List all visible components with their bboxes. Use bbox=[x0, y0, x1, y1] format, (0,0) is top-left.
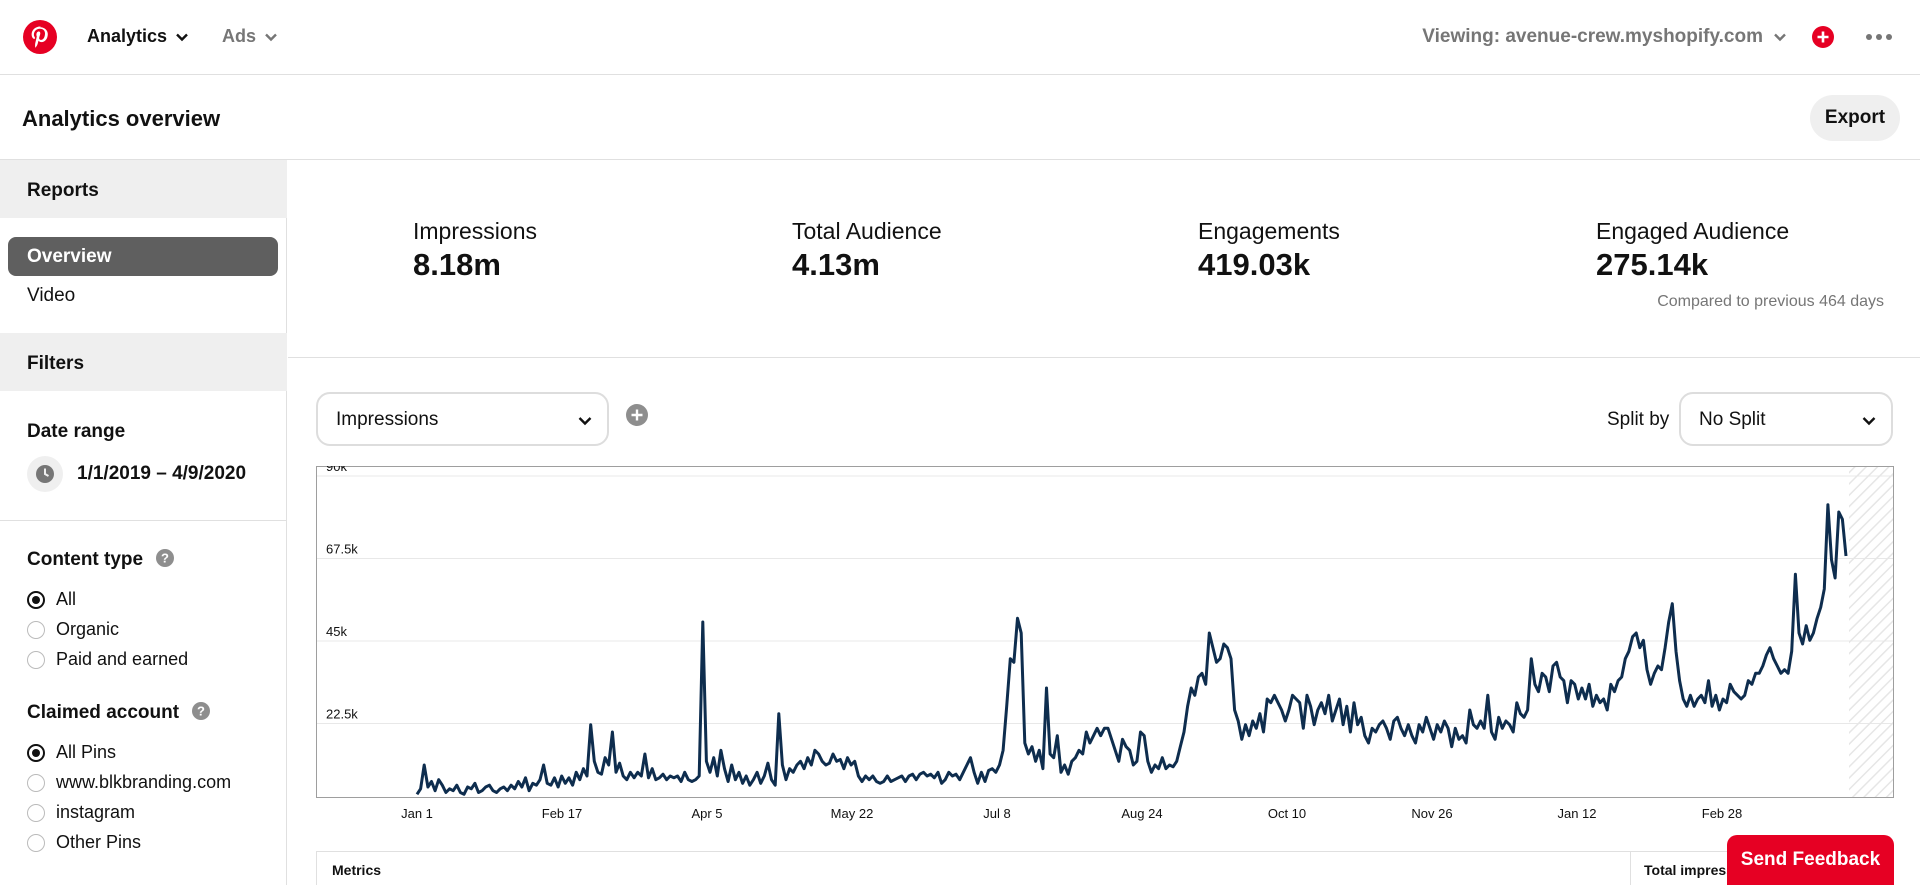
x-tick-label: Feb 17 bbox=[542, 806, 582, 821]
radio-label: www.blkbranding.com bbox=[56, 772, 232, 792]
add-metric-icon[interactable] bbox=[626, 404, 648, 426]
radio-label: Paid and earned bbox=[56, 649, 189, 669]
svg-text:?: ? bbox=[161, 551, 169, 566]
x-tick-label: Jul 8 bbox=[983, 806, 1010, 821]
radio-button[interactable] bbox=[27, 833, 45, 852]
content-type-option-organic[interactable]: Organic bbox=[27, 619, 119, 640]
help-icon[interactable]: ? bbox=[192, 702, 211, 720]
stat-impressions: Impressions 8.18m bbox=[413, 218, 537, 283]
sidebar-item-overview[interactable]: Overview bbox=[8, 237, 278, 276]
y-tick-label: 22.5k bbox=[326, 707, 358, 722]
metrics-table-header: Metrics Total impressions bbox=[316, 851, 1894, 885]
x-tick-label: May 22 bbox=[831, 806, 874, 821]
y-tick-label: 45k bbox=[326, 624, 347, 639]
radio-button[interactable] bbox=[27, 773, 45, 792]
page-title: Analytics overview bbox=[22, 106, 221, 131]
impressions-chart: 22.5k 45k 67.5k 90k Jan 1 Feb 17 Apr 5 May 22 J… bbox=[316, 466, 1894, 824]
help-icon[interactable]: ? bbox=[156, 549, 175, 567]
content-type-option-paid[interactable]: Paid and earned bbox=[27, 649, 188, 670]
split-select[interactable]: No Split bbox=[1679, 392, 1893, 446]
stat-value: 419.03k bbox=[1198, 247, 1311, 282]
stat-value: 4.13m bbox=[792, 247, 880, 282]
metric-select[interactable]: Impressions bbox=[316, 392, 609, 446]
clock-icon bbox=[27, 456, 63, 492]
sidebar-item-video[interactable]: Video bbox=[27, 285, 76, 306]
metric-select-value: Impressions bbox=[336, 409, 439, 430]
x-tick-label: Aug 24 bbox=[1121, 806, 1162, 821]
stat-value: 8.18m bbox=[413, 247, 501, 282]
stat-value: 275.14k bbox=[1596, 247, 1709, 282]
split-select-value: No Split bbox=[1699, 409, 1766, 430]
sidebar: Reports Overview Video Filters Date rang… bbox=[0, 160, 287, 885]
compared-note: Compared to previous 464 days bbox=[1657, 293, 1884, 310]
chevron-down-icon bbox=[578, 417, 592, 426]
stat-label: Engagements bbox=[1198, 218, 1340, 244]
filters-heading: Filters bbox=[0, 333, 287, 391]
reports-heading: Reports bbox=[0, 160, 287, 218]
x-tick-label: Feb 28 bbox=[1702, 806, 1742, 821]
date-range-label: Date range bbox=[27, 421, 126, 442]
claimed-account-option-other[interactable]: Other Pins bbox=[27, 832, 141, 853]
split-by-label: Split by bbox=[1607, 409, 1670, 430]
radio-button[interactable] bbox=[27, 590, 45, 609]
date-range-value: 1/1/2019 – 4/9/2020 bbox=[77, 463, 247, 484]
svg-text:?: ? bbox=[197, 704, 205, 719]
nav-ads[interactable]: Ads bbox=[222, 26, 278, 47]
top-nav: Analytics Ads Viewing: avenue-crew.mysho… bbox=[0, 0, 1920, 75]
claimed-account-option-instagram[interactable]: instagram bbox=[27, 802, 135, 823]
stat-engaged-audience: Engaged Audience 275.14k bbox=[1596, 218, 1789, 283]
page-header: Analytics overview Export bbox=[0, 76, 1920, 160]
nav-ads-label: Ads bbox=[222, 26, 257, 46]
claimed-account-label-text: Claimed account bbox=[27, 702, 180, 723]
nav-analytics-label: Analytics bbox=[87, 26, 168, 46]
viewing-account-switcher[interactable]: Viewing: avenue-crew.myshopify.com bbox=[1422, 26, 1787, 48]
stat-engagements: Engagements 419.03k bbox=[1198, 218, 1340, 283]
radio-label: Organic bbox=[56, 619, 120, 639]
stat-label: Impressions bbox=[413, 218, 537, 244]
y-tick-label: 90k bbox=[326, 466, 347, 474]
more-options-icon[interactable] bbox=[1864, 27, 1894, 47]
content-type-label-text: Content type bbox=[27, 549, 144, 570]
stat-total-audience: Total Audience 4.13m bbox=[792, 218, 942, 283]
radio-button[interactable] bbox=[27, 650, 45, 669]
pinterest-logo-icon[interactable] bbox=[22, 19, 58, 55]
viewing-label: Viewing: avenue-crew.myshopify.com bbox=[1422, 26, 1763, 47]
nav-analytics[interactable]: Analytics bbox=[87, 26, 189, 47]
export-button[interactable]: Export bbox=[1810, 95, 1900, 141]
y-tick-label: 67.5k bbox=[326, 542, 358, 557]
claimed-account-option-website[interactable]: www.blkbranding.com bbox=[27, 772, 231, 793]
x-tick-label: Jan 1 bbox=[401, 806, 433, 821]
x-tick-label: Nov 26 bbox=[1411, 806, 1452, 821]
x-tick-label: Oct 10 bbox=[1268, 806, 1306, 821]
radio-label: All bbox=[56, 589, 77, 609]
stat-label: Engaged Audience bbox=[1596, 218, 1790, 244]
radio-button[interactable] bbox=[27, 743, 45, 762]
content-type-label: Content type ? bbox=[27, 549, 175, 571]
chevron-down-icon bbox=[1862, 417, 1876, 426]
claimed-account-label: Claimed account ? bbox=[27, 702, 211, 724]
sidebar-divider bbox=[0, 520, 286, 521]
create-plus-icon[interactable] bbox=[1811, 25, 1835, 49]
chevron-down-icon bbox=[265, 33, 277, 41]
x-tick-label: Apr 5 bbox=[691, 806, 722, 821]
chevron-down-icon bbox=[1774, 33, 1786, 42]
radio-button[interactable] bbox=[27, 620, 45, 639]
claimed-account-option-all-pins[interactable]: All Pins bbox=[27, 742, 116, 763]
send-feedback-button[interactable]: Send Feedback bbox=[1727, 835, 1894, 885]
radio-label: Other Pins bbox=[56, 832, 142, 852]
radio-label: All Pins bbox=[56, 742, 117, 762]
partial-period-hatch bbox=[1849, 466, 1894, 798]
radio-button[interactable] bbox=[27, 803, 45, 822]
chevron-down-icon bbox=[176, 33, 188, 41]
stats-summary: Impressions 8.18m Total Audience 4.13m E… bbox=[288, 160, 1920, 358]
date-range-picker[interactable]: 1/1/2019 – 4/9/2020 bbox=[27, 456, 246, 492]
impressions-chart-svg: 22.5k 45k 67.5k 90k Jan 1 Feb 17 Apr 5 May 22 J… bbox=[316, 466, 1894, 821]
x-tick-label: Jan 12 bbox=[1557, 806, 1596, 821]
stat-label: Total Audience bbox=[792, 218, 942, 244]
plot-frame bbox=[316, 466, 1894, 798]
content-type-option-all[interactable]: All bbox=[27, 589, 76, 610]
radio-label: instagram bbox=[56, 802, 136, 822]
impressions-series-line[interactable] bbox=[415, 503, 1848, 796]
metrics-title: Metrics bbox=[332, 862, 382, 878]
